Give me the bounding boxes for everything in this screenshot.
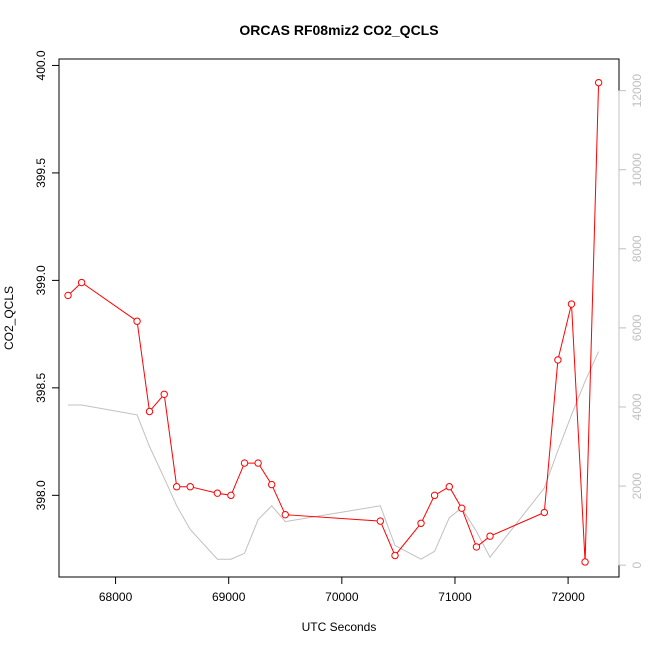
x-tick-label: 71000	[438, 590, 472, 604]
co2-data-point	[77, 278, 86, 287]
secondary-series-line	[68, 351, 600, 560]
y-tick-label: 398.5	[34, 373, 48, 403]
co2-data-point	[581, 558, 589, 566]
co2-data-point	[133, 317, 141, 325]
co2-data-point	[160, 390, 168, 399]
co2-data-point	[64, 291, 72, 300]
y2-tick-label: 0	[630, 561, 644, 568]
co2-data-point	[567, 300, 576, 308]
co2-data-point	[213, 489, 222, 497]
x-tick-label: 68000	[99, 590, 133, 604]
co2-data-point	[376, 517, 384, 525]
co2-data-point	[227, 491, 235, 500]
co2-data-point	[472, 543, 481, 551]
co2-data-point	[145, 407, 154, 416]
y-tick-label: 398.0	[34, 480, 48, 510]
co2-data-point	[391, 551, 399, 560]
co2-data-point	[267, 480, 276, 489]
x-tick-label: 69000	[212, 590, 246, 604]
co2-data-point	[554, 356, 562, 364]
co2-data-point	[186, 483, 194, 491]
chart-title: ORCAS RF08miz2 CO2_QCLS	[239, 22, 438, 38]
co2-data-point	[486, 532, 494, 540]
y-tick-label: 399.5	[34, 158, 48, 188]
y-axis-right: 0 2000 4000 6000 8000 10000 12000	[618, 74, 644, 568]
y2-tick-label: 8000	[630, 235, 644, 262]
y2-tick-label: 4000	[630, 393, 644, 420]
co2-data-point	[172, 483, 181, 491]
co2-data-point	[417, 519, 425, 527]
co2-data-point	[458, 504, 466, 512]
y-tick-label: 399.0	[34, 265, 48, 295]
y2-tick-label: 12000	[630, 74, 644, 108]
co2-data-point	[594, 78, 603, 87]
series-layer	[64, 78, 603, 566]
co2-data-point	[254, 459, 262, 467]
co2-data-point	[540, 508, 549, 517]
co2-data-point	[240, 459, 249, 467]
co2-data-point	[430, 491, 439, 500]
y-tick-label: 400.0	[34, 50, 48, 80]
y2-tick-label: 10000	[630, 153, 644, 187]
y2-tick-label: 2000	[630, 472, 644, 499]
y-axis-title: CO2_QCLS	[2, 286, 16, 350]
y2-tick-label: 6000	[630, 314, 644, 341]
x-tick-label: 70000	[325, 590, 359, 604]
x-axis: 68000 69000 70000 71000 72000	[99, 576, 585, 604]
co2-data-point	[281, 510, 289, 519]
co2-data-point	[445, 483, 454, 491]
x-axis-title: UTC Seconds	[302, 620, 377, 634]
x-tick-label: 72000	[551, 590, 585, 604]
co2-series-line	[67, 82, 600, 563]
y-axis-left: 398.0 398.5 399.0 399.5 400.0	[34, 50, 59, 510]
